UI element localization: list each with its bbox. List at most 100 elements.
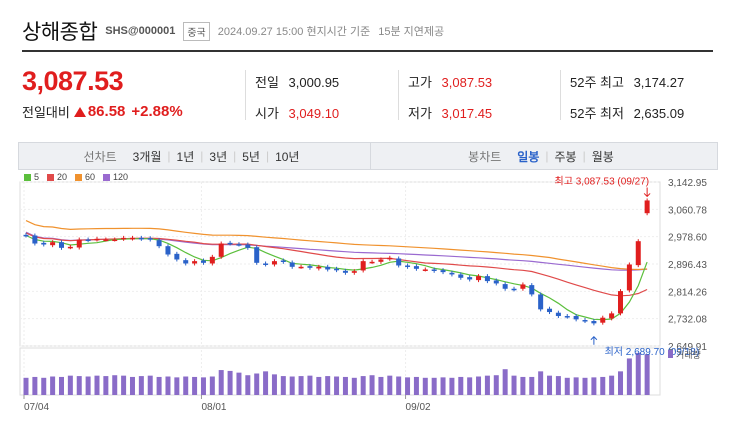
line-chart-label: 선차트 xyxy=(83,149,117,164)
candle-body xyxy=(422,269,428,271)
x-tick-label: 09/02 xyxy=(406,402,431,413)
candle-body xyxy=(635,241,641,266)
period-3m-button[interactable]: 3개월 xyxy=(132,149,162,164)
candle-body xyxy=(50,242,56,246)
volume-bar xyxy=(58,376,64,395)
volume-bar xyxy=(271,374,277,395)
daily-candle-button[interactable]: 일봉 xyxy=(517,149,540,164)
candle-body xyxy=(32,235,38,244)
monthly-candle-button[interactable]: 월봉 xyxy=(591,149,614,164)
stat-label: 고가 xyxy=(408,75,432,90)
volume-bar xyxy=(218,370,224,395)
volume-bar xyxy=(236,372,242,395)
candle-body xyxy=(520,284,526,289)
candle-body xyxy=(476,276,482,281)
candle-body xyxy=(245,244,251,248)
y-tick-label: 2,732.08 xyxy=(668,315,707,326)
ma-legend: 5 20 60 120 xyxy=(24,172,128,182)
volume-bar xyxy=(147,375,153,395)
x-tick-label: 08/01 xyxy=(201,402,226,413)
min-annotation: 최저 2,689.70 (09/18) xyxy=(605,346,700,358)
volume-bar xyxy=(112,375,118,395)
volume-bar xyxy=(50,376,56,395)
volume-bar xyxy=(564,377,570,395)
ma60-line xyxy=(25,220,648,271)
volume-bar xyxy=(245,375,251,395)
stats-divider xyxy=(398,70,399,120)
candle-body xyxy=(582,320,588,322)
volume-bar xyxy=(396,376,402,395)
period-3y-button[interactable]: 3년 xyxy=(209,149,228,164)
candle-body xyxy=(316,266,322,269)
candle-body xyxy=(156,240,162,247)
change-percent: +2.88% xyxy=(131,103,183,120)
volume-bar xyxy=(138,376,144,395)
candle-body xyxy=(369,261,375,264)
candle-body xyxy=(458,274,464,278)
candle-body xyxy=(360,261,366,271)
volume-bar xyxy=(254,373,260,395)
candle-body xyxy=(41,242,47,245)
volume-bar xyxy=(23,377,29,395)
volume-bar xyxy=(227,370,233,395)
stat-value: 3,174.27 xyxy=(633,75,685,90)
period-10y-button[interactable]: 10년 xyxy=(275,149,300,164)
volume-bar xyxy=(165,376,171,395)
candle-body xyxy=(271,261,277,265)
candle-body xyxy=(94,238,100,241)
volume-bar xyxy=(342,376,348,395)
volume-bar xyxy=(458,376,464,395)
candle-body xyxy=(493,280,499,284)
volume-bar xyxy=(334,376,340,395)
stat-label: 52주 최저 xyxy=(570,106,624,121)
max-annotation: 최고 3,087.53 (09/27) xyxy=(555,175,650,187)
volume-bar xyxy=(325,376,331,395)
legend-ma5: 5 xyxy=(24,172,39,182)
volume-bar xyxy=(600,376,606,395)
change-label: 전일대비 xyxy=(22,105,70,120)
legend-ma120: 120 xyxy=(103,172,128,182)
stats-divider xyxy=(245,70,246,120)
candle-body xyxy=(227,242,233,245)
up-arrow-icon xyxy=(73,106,86,117)
candle-body xyxy=(618,291,624,314)
index-title: 상해종합 xyxy=(22,21,98,44)
current-price: 3,087.53 xyxy=(22,66,124,96)
volume-bar xyxy=(573,377,579,395)
stat-label: 52주 최고 xyxy=(570,75,624,90)
chart-toolbar: 선차트 3개월 | 1년 | 3년 | 5년 | 10년 봉차트 일봉 | 주봉 | 월봉 xyxy=(18,142,718,170)
stat-open: 시가 3,049.10 xyxy=(255,103,339,122)
volume-bar xyxy=(644,354,650,395)
candle-body xyxy=(85,239,91,242)
header-divider xyxy=(22,50,713,52)
candle-body xyxy=(467,277,473,280)
candle-body xyxy=(289,262,295,267)
period-1y-button[interactable]: 1년 xyxy=(176,149,195,164)
volume-bar xyxy=(192,376,198,395)
candle-body xyxy=(351,271,357,273)
volume-bar xyxy=(618,371,624,395)
candle-body xyxy=(413,266,419,269)
candle-body xyxy=(218,243,224,257)
volume-bar xyxy=(635,352,641,395)
weekly-candle-button[interactable]: 주봉 xyxy=(554,149,577,164)
y-tick-label: 2,649.91 xyxy=(668,342,707,353)
legend-ma60: 60 xyxy=(75,172,95,182)
candle-body xyxy=(484,276,490,282)
candle-body xyxy=(378,259,384,262)
y-tick-label: 3,060.78 xyxy=(668,205,707,216)
period-5y-button[interactable]: 5년 xyxy=(242,149,260,164)
candle-body xyxy=(573,316,579,320)
stat-value: 3,000.95 xyxy=(288,75,340,90)
candle-body xyxy=(342,270,348,273)
volume-bar xyxy=(76,376,82,395)
y-tick-label: 3,142.95 xyxy=(668,178,707,189)
volume-bar xyxy=(591,377,597,395)
stat-label: 전일 xyxy=(255,75,279,90)
volume-bar xyxy=(174,377,180,395)
candle-body xyxy=(609,313,615,319)
volume-bar xyxy=(183,376,189,395)
volume-bar xyxy=(626,358,632,395)
volume-bar xyxy=(94,375,100,395)
candle-body xyxy=(129,237,135,240)
